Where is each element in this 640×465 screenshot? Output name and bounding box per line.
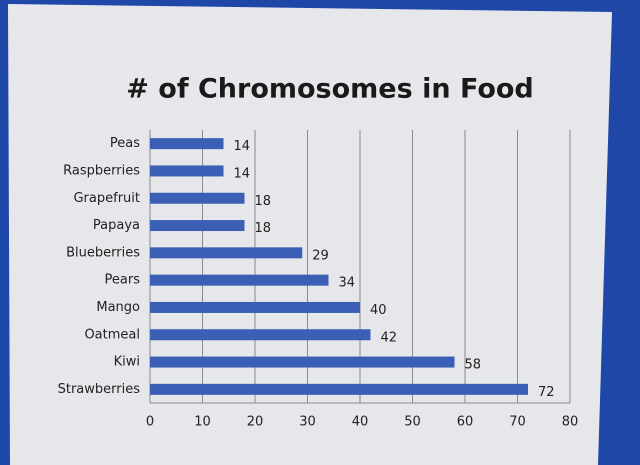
data-label: 40 — [370, 303, 387, 318]
bar — [150, 138, 224, 150]
bar — [150, 220, 245, 232]
x-tick-label: 60 — [457, 415, 474, 430]
bar — [150, 301, 360, 313]
x-tick-label: 10 — [194, 415, 211, 430]
y-tick-label: Blueberries — [66, 245, 140, 260]
bar — [150, 383, 528, 395]
data-label: 34 — [339, 276, 356, 291]
x-tick-label: 20 — [247, 415, 264, 430]
data-label: 58 — [465, 358, 482, 373]
bar — [150, 274, 329, 286]
bar — [150, 192, 245, 204]
bar — [150, 356, 455, 368]
x-tick-label: 50 — [404, 415, 421, 430]
y-tick-label: Grapefruit — [73, 191, 140, 206]
chart-title: # of Chromosomes in Food — [126, 74, 534, 105]
data-label: 18 — [255, 194, 272, 209]
x-tick-label: 70 — [509, 415, 526, 430]
x-tick-label: 30 — [299, 415, 316, 430]
data-label: 14 — [234, 166, 251, 181]
bar — [150, 329, 371, 341]
data-label: 72 — [538, 385, 555, 400]
data-label: 29 — [312, 248, 329, 263]
y-tick-label: Papaya — [93, 218, 140, 233]
y-tick-label: Strawberries — [58, 382, 141, 397]
data-label: 14 — [234, 139, 251, 154]
data-label: 42 — [381, 330, 398, 345]
y-tick-label: Mango — [96, 300, 140, 315]
data-label: 18 — [255, 221, 272, 236]
y-tick-label: Pears — [105, 273, 141, 288]
x-tick-label: 40 — [352, 415, 369, 430]
y-tick-label: Kiwi — [114, 355, 140, 370]
x-tick-label: 80 — [562, 415, 579, 430]
y-tick-label: Peas — [110, 136, 140, 151]
bar — [150, 165, 224, 177]
paper — [8, 4, 612, 465]
y-tick-label: Oatmeal — [84, 327, 140, 342]
x-tick-label: 0 — [146, 415, 154, 430]
y-tick-label: Raspberries — [63, 163, 140, 178]
bar — [150, 247, 303, 259]
